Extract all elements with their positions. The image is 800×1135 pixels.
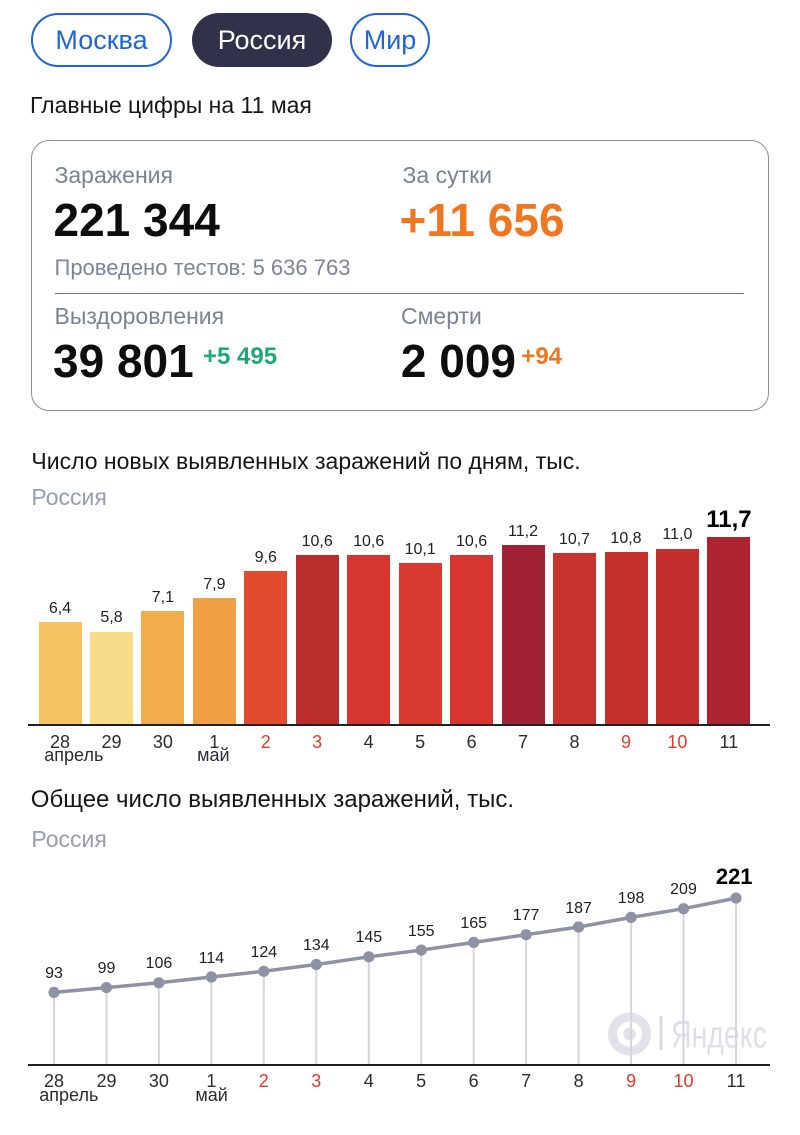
- svg-text:Яндекс: Яндекс: [671, 1015, 767, 1057]
